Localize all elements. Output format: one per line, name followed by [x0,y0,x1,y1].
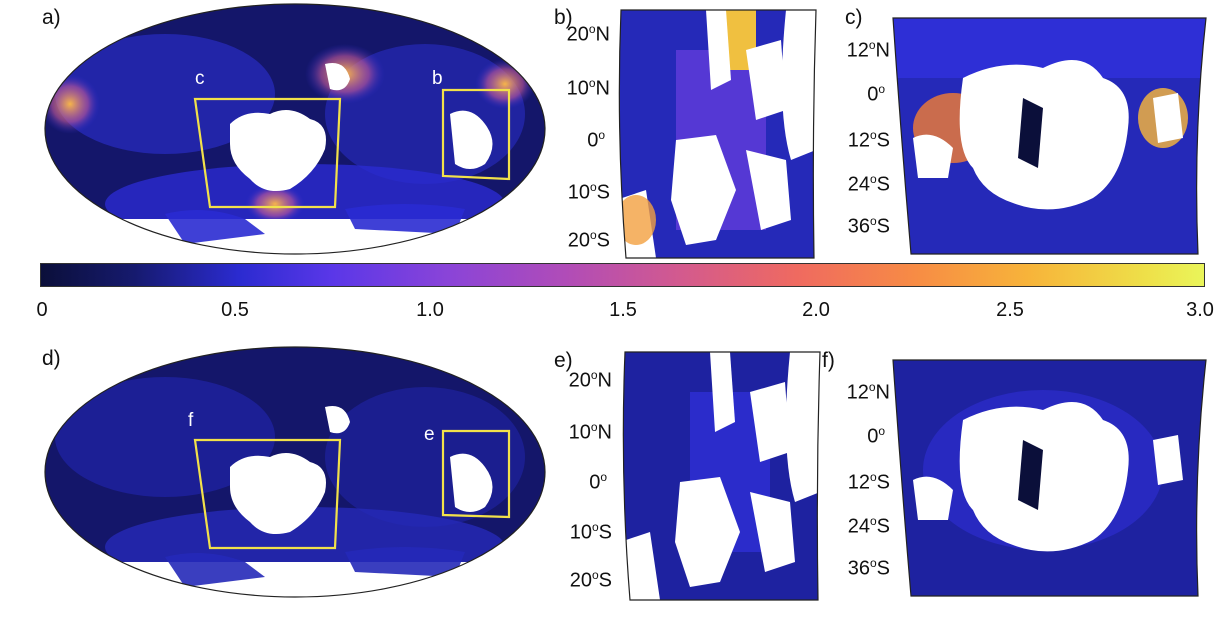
colorbar-tick-1-0: 1.0 [416,299,444,321]
lat-c-36s: 36oS [847,214,890,238]
lat-f-12s: 12oS [847,470,890,494]
map-c-regional [892,17,1207,255]
panel-label-c: c) [845,6,863,29]
colorbar-tick-1-5: 1.5 [609,299,637,321]
colorbar-tick-0-5: 0.5 [221,299,249,321]
lat-f-24s: 24oS [847,514,890,538]
map-b-regional [618,9,817,259]
colorbar-tick-2-0: 2.0 [802,299,830,321]
colorbar-tick-3-0: 3.0 [1186,299,1214,321]
lat-c-24s: 24oS [847,172,890,196]
panel-label-a: a) [42,6,61,29]
lat-e-20n: 20oN [568,368,612,392]
lat-e-10s: 10oS [569,520,612,544]
lat-b-10s: 10oS [567,180,610,204]
colorbar-tick-0: 0 [36,299,48,321]
lat-f-36s: 36oS [847,556,890,580]
lat-b-10n: 10oN [566,76,610,100]
lat-f-12n: 12oN [846,380,890,404]
box-letter-c-top: c [195,68,205,89]
box-letter-e-bottom: e [424,424,435,445]
map-a-global [44,3,546,255]
lat-b-0: 0o [587,128,605,152]
box-letter-b-top: b [432,68,443,89]
lat-e-20s: 20oS [569,568,612,592]
lat-c-12s: 12oS [847,128,890,152]
lat-b-20n: 20oN [566,22,610,46]
map-f-regional [892,359,1207,597]
colorbar [40,263,1205,287]
lat-b-20s: 20oS [567,228,610,252]
panel-label-e: e) [554,349,573,372]
lat-f-0: 0o [867,424,885,448]
panel-label-f: f) [822,349,835,372]
lat-c-12n: 12oN [846,38,890,62]
colorbar-tick-2-5: 2.5 [996,299,1024,321]
panel-label-b: b) [554,6,573,29]
box-letter-f-bottom: f [188,410,194,431]
lat-e-10n: 10oN [568,420,612,444]
lat-c-0: 0o [867,82,885,106]
map-e-regional [622,351,821,601]
map-d-global [44,346,546,598]
lat-e-0: 0o [589,470,607,494]
panel-label-d: d) [42,347,61,370]
